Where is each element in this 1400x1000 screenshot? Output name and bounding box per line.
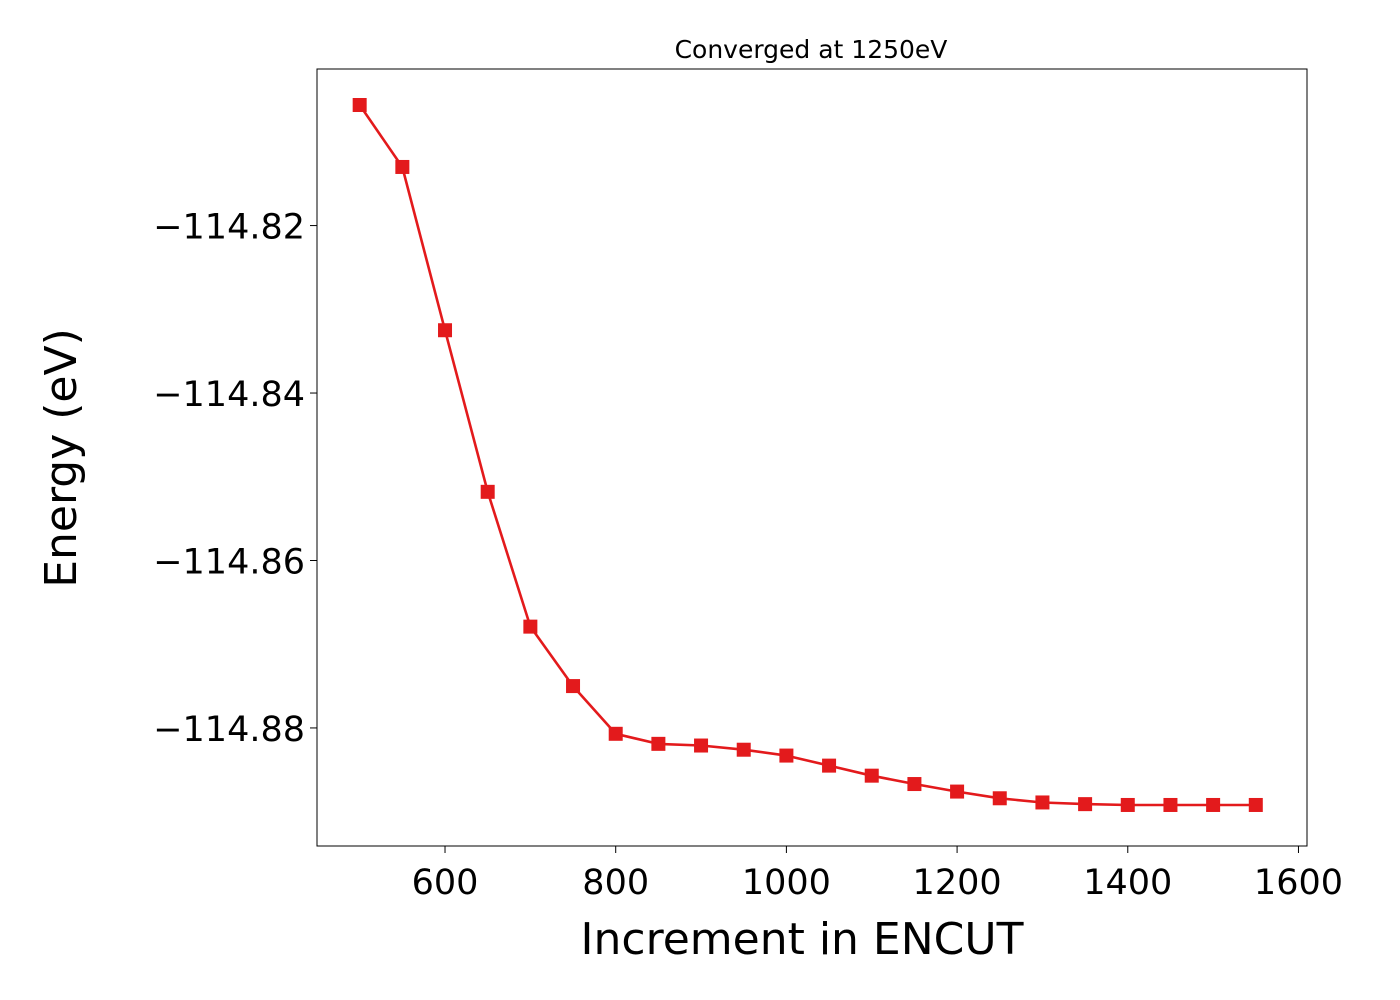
x-tick-label: 800 — [582, 863, 649, 903]
x-tick-label: 1200 — [913, 863, 1002, 903]
data-point-marker — [395, 159, 410, 174]
data-point-marker — [352, 98, 367, 113]
data-point-marker — [480, 484, 495, 499]
chart-title: Converged at 1250eV — [675, 35, 948, 64]
data-point-marker — [864, 768, 879, 783]
x-axis: 600 800 1000 1200 1400 1600 — [412, 846, 1343, 903]
x-tick-label: 1400 — [1083, 863, 1172, 903]
data-point-marker — [822, 758, 837, 773]
data-point-marker — [736, 742, 751, 757]
x-tick-label: 600 — [412, 863, 479, 903]
y-tick-label: −114.84 — [153, 375, 305, 415]
data-point-marker — [950, 784, 965, 799]
plot-area-frame — [316, 68, 1308, 847]
x-tick-label: 1600 — [1254, 863, 1343, 903]
data-point-marker — [1206, 797, 1221, 812]
data-point-marker — [608, 726, 623, 741]
x-axis-label: Increment in ENCUT — [581, 914, 1024, 965]
data-point-marker — [992, 791, 1007, 806]
data-point-marker — [566, 679, 581, 694]
data-point-marker — [651, 736, 666, 751]
y-tick-label: −114.82 — [153, 208, 305, 248]
data-point-marker — [694, 738, 709, 753]
data-point-marker — [1248, 797, 1263, 812]
x-tick-label: 1000 — [742, 863, 831, 903]
series-energy — [352, 98, 1263, 812]
y-tick-label: −114.86 — [153, 542, 305, 582]
y-tick-label: −114.88 — [153, 710, 305, 750]
data-point-marker — [1078, 797, 1093, 812]
data-point-marker — [1163, 797, 1178, 812]
data-point-marker — [907, 777, 922, 792]
data-point-marker — [523, 619, 538, 634]
data-point-marker — [779, 748, 794, 763]
data-point-marker — [438, 323, 453, 338]
y-axis: −114.82 −114.84 −114.86 −114.88 — [153, 208, 317, 750]
series-line — [358, 104, 1256, 807]
data-point-marker — [1120, 797, 1135, 812]
data-point-marker — [1035, 795, 1050, 810]
y-axis-label: Energy (eV) — [36, 328, 87, 588]
